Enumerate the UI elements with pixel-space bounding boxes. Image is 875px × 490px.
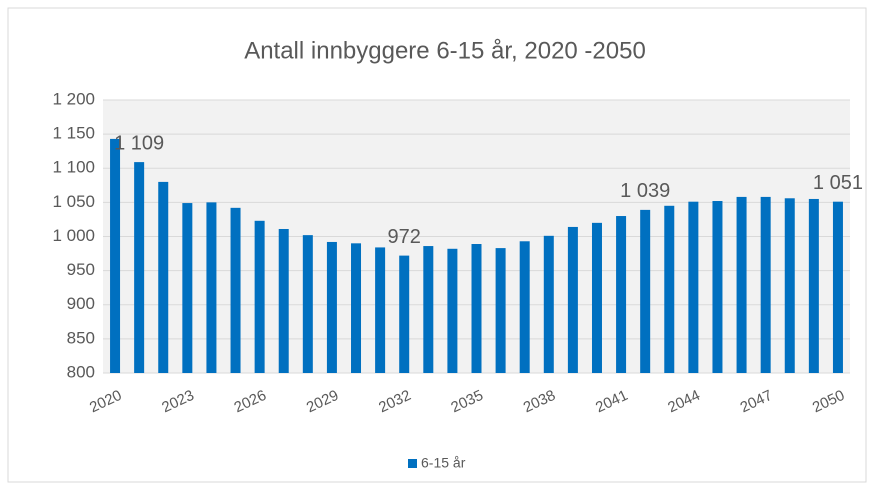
bar [688,201,699,373]
data-label: 1 109 [114,132,164,154]
y-tick-label: 950 [67,260,95,279]
y-tick-label: 1 100 [52,158,95,177]
bar [230,207,241,373]
data-label: 972 [388,226,421,248]
y-tick-label: 850 [67,328,95,347]
bar [543,235,554,373]
y-tick-label: 800 [67,362,95,381]
y-tick-label: 900 [67,294,95,313]
bar [447,248,458,373]
bar [182,203,193,373]
bar [736,196,747,373]
legend-swatch [408,459,417,468]
bar [712,201,723,373]
bar [567,226,578,373]
bar [351,243,362,373]
bar [616,216,627,373]
bar [326,241,337,373]
bar [591,222,602,373]
bar [471,244,482,373]
bar [399,255,410,373]
bar [302,235,313,373]
data-label: 1 051 [813,172,863,194]
y-tick-label: 1 200 [52,89,95,108]
bar [278,228,289,373]
bar [158,181,169,373]
bar [206,202,217,373]
legend-label: 6-15 år [421,455,466,471]
bar [760,196,771,373]
bar [808,198,819,373]
bar [495,248,506,373]
y-tick-label: 1 150 [52,124,95,143]
bar [784,198,795,373]
bar [423,246,434,373]
data-label: 1 039 [620,180,670,202]
bar [519,241,530,373]
bar [832,201,843,373]
bar [640,209,651,373]
bar [134,162,145,373]
y-tick-label: 1 000 [52,226,95,245]
bar [664,205,675,373]
bar [254,220,265,373]
chart-title: Antall innbyggere 6-15 år, 2020 -2050 [244,37,646,64]
bar [110,138,121,373]
bar [375,247,386,373]
y-tick-label: 1 050 [52,192,95,211]
